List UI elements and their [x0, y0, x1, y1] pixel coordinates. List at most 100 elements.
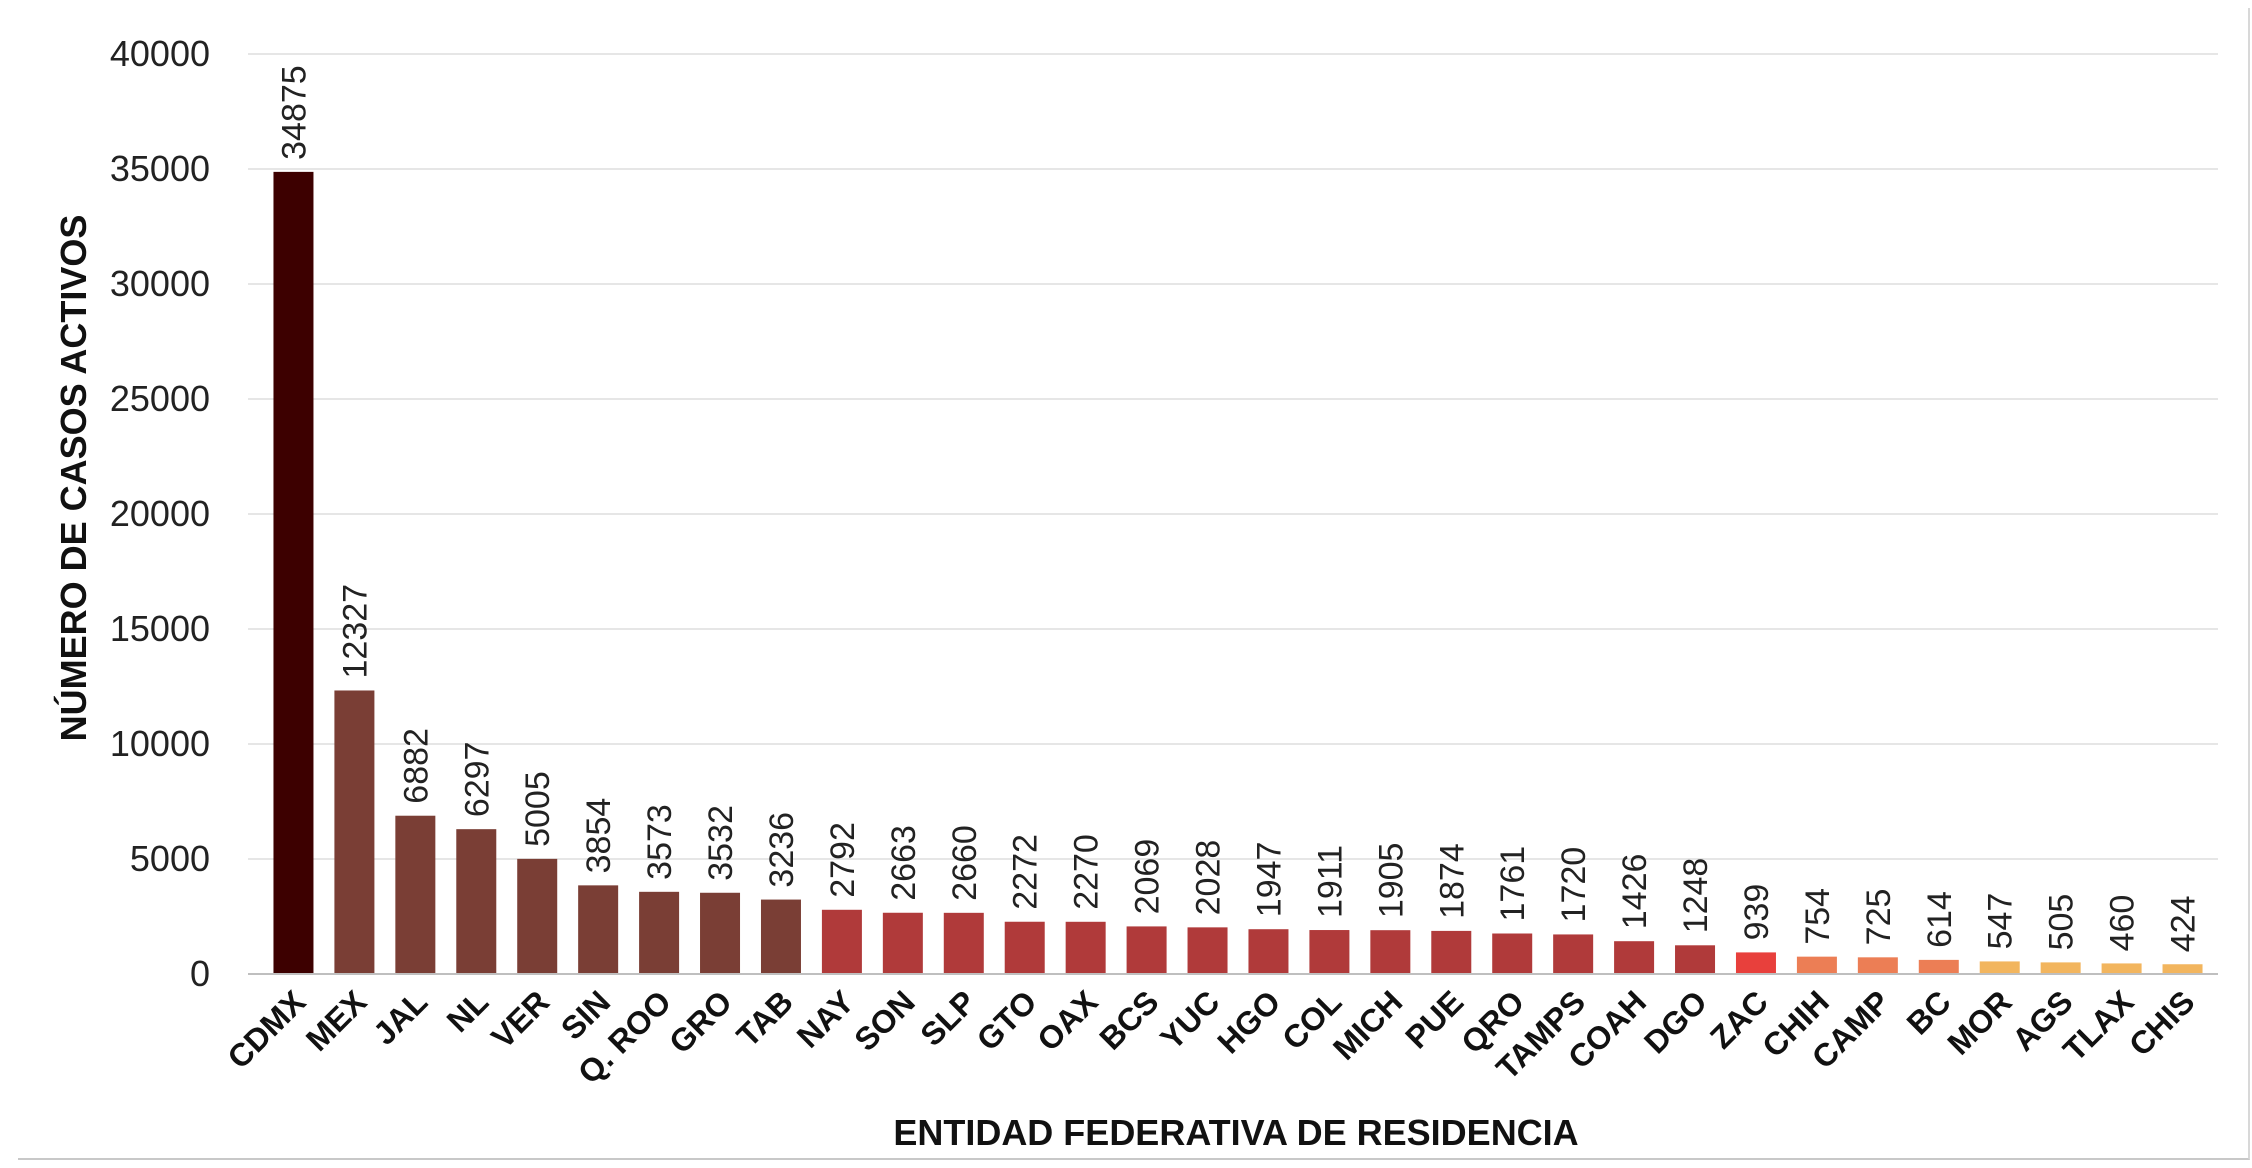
- bar-coah: [1614, 941, 1655, 974]
- bar-slp: [943, 912, 984, 974]
- data-label: 1761: [1494, 846, 1532, 922]
- data-label: 1426: [1616, 854, 1654, 930]
- x-tick-label: BCS: [1092, 983, 1165, 1056]
- bar-q-roo: [639, 891, 680, 974]
- x-tick-label: GTO: [970, 983, 1044, 1057]
- data-label: 2660: [946, 825, 984, 901]
- data-label: 2270: [1068, 834, 1106, 910]
- bar-ags: [2040, 962, 2081, 974]
- x-tick-label: CHIS: [2122, 983, 2202, 1063]
- bar-tlax: [2101, 963, 2142, 974]
- data-label: 424: [2165, 896, 2203, 953]
- data-label: 1720: [1555, 847, 1593, 923]
- data-label: 939: [1738, 884, 1776, 941]
- bar-dgo: [1675, 945, 1716, 974]
- bar-cdmx: [273, 171, 314, 974]
- x-tick-label: MICH: [1326, 983, 1409, 1066]
- bar-camp: [1857, 957, 1898, 974]
- y-axis-ticks: 0 5000 10000 15000 20000 25000 30000 35000 40000: [110, 33, 210, 994]
- data-label: 1947: [1250, 842, 1288, 918]
- bar-mich: [1370, 930, 1411, 974]
- bar-qro: [1492, 933, 1533, 974]
- data-label: 1874: [1433, 843, 1471, 919]
- data-label: 725: [1860, 889, 1898, 946]
- y-tick-label: 5000: [130, 838, 210, 879]
- y-tick-label: 40000: [110, 33, 210, 74]
- data-label: 6882: [397, 728, 435, 804]
- data-label: 3854: [580, 798, 618, 874]
- data-label: 460: [2104, 895, 2142, 952]
- data-label: 5005: [519, 771, 557, 847]
- chart-frame: 0 5000 10000 15000 20000 25000 30000 35000 40000…: [18, 8, 2250, 1160]
- x-tick-label: TLAX: [2056, 983, 2141, 1068]
- bar-pue: [1431, 930, 1472, 974]
- data-label: 3532: [702, 805, 740, 881]
- data-label: 2792: [824, 822, 862, 898]
- data-label: 754: [1799, 888, 1837, 945]
- x-tick-label: CDMX: [220, 983, 313, 1076]
- y-tick-label: 20000: [110, 493, 210, 534]
- bar-bcs: [1126, 926, 1167, 974]
- bar-ver: [517, 858, 558, 974]
- data-label: 2069: [1129, 839, 1167, 915]
- data-label: 614: [1921, 891, 1959, 948]
- y-tick-label: 30000: [110, 263, 210, 304]
- bar-col: [1309, 930, 1350, 974]
- y-axis-title: NÚMERO DE CASOS ACTIVOS: [52, 215, 94, 742]
- bars: [273, 171, 2203, 974]
- bar-nay: [821, 909, 862, 974]
- y-tick-label: 0: [190, 953, 210, 994]
- bar-nl: [456, 829, 497, 974]
- x-tick-label: SON: [847, 983, 921, 1057]
- data-label: 2663: [885, 825, 923, 901]
- y-tick-label: 15000: [110, 608, 210, 649]
- bar-oax: [1065, 921, 1106, 974]
- x-tick-label: TAB: [730, 983, 800, 1053]
- x-tick-label: YUC: [1153, 983, 1226, 1056]
- data-label: 6297: [458, 742, 496, 818]
- data-label: 3236: [763, 812, 801, 888]
- bar-zac: [1735, 952, 1776, 974]
- x-tick-label: JAL: [366, 983, 434, 1051]
- x-axis-title: ENTIDAD FEDERATIVA DE RESIDENCIA: [893, 1112, 1578, 1153]
- data-label: 1911: [1311, 845, 1349, 918]
- bar-sin: [578, 885, 619, 974]
- y-tick-label: 25000: [110, 378, 210, 419]
- x-tick-label: SLP: [913, 983, 982, 1052]
- x-tick-label: VER: [484, 983, 556, 1055]
- bar-chart: 0 5000 10000 15000 20000 25000 30000 35000 40000…: [52, 33, 2218, 1153]
- x-tick-label: OAX: [1030, 983, 1105, 1058]
- bar-jal: [395, 815, 436, 974]
- data-label: 547: [1982, 893, 2020, 950]
- data-label: 2028: [1190, 840, 1228, 916]
- data-label: 12327: [336, 584, 374, 679]
- bar-bc: [1918, 959, 1959, 974]
- gridlines: [248, 53, 2218, 860]
- bar-gro: [700, 892, 741, 974]
- bar-tamps: [1553, 934, 1594, 974]
- bar-mex: [334, 690, 375, 974]
- x-tick-label: NAY: [790, 983, 861, 1054]
- data-label: 34875: [275, 65, 313, 160]
- x-tick-label: PUE: [1398, 983, 1470, 1055]
- x-tick-label: GRO: [662, 983, 739, 1060]
- x-tick-label: MEX: [299, 983, 374, 1058]
- bar-chih: [1796, 956, 1837, 974]
- data-label: 3573: [641, 804, 679, 880]
- bar-tab: [760, 899, 801, 974]
- data-label: 1905: [1372, 843, 1410, 919]
- bar-chis: [2162, 964, 2203, 974]
- data-label: 1248: [1677, 858, 1715, 934]
- data-label: 2272: [1007, 834, 1045, 910]
- data-labels: 34875 12327 6882 6297 5005 3854 3573 3532 3236 27…: [275, 65, 2202, 952]
- data-label: 505: [2043, 894, 2081, 951]
- bar-mor: [1979, 961, 2020, 974]
- bar-yuc: [1187, 927, 1228, 974]
- y-tick-label: 35000: [110, 148, 210, 189]
- x-tick-label: MOR: [1940, 983, 2018, 1061]
- bar-hgo: [1248, 929, 1289, 974]
- x-tick-label: DGO: [1637, 983, 1714, 1060]
- y-tick-label: 10000: [110, 723, 210, 764]
- x-tick-label: HGO: [1210, 983, 1287, 1060]
